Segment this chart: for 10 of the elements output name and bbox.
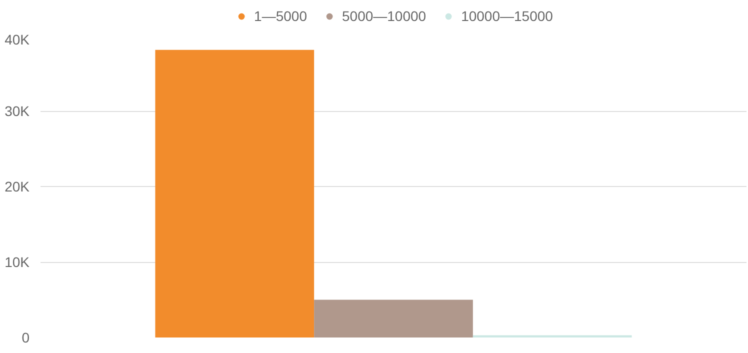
bar [155,50,314,338]
y-tick-label: 0 [22,330,30,346]
legend-label: 5000—10000 [342,8,426,24]
bar [314,300,473,338]
y-tick-label: 10K [4,254,30,270]
y-tick-label: 30K [4,103,30,119]
y-tick-label: 40K [4,32,30,48]
legend-label: 1—5000 [254,8,307,24]
legend-label: 10000—15000 [461,8,553,24]
y-tick-label: 20K [4,178,30,194]
